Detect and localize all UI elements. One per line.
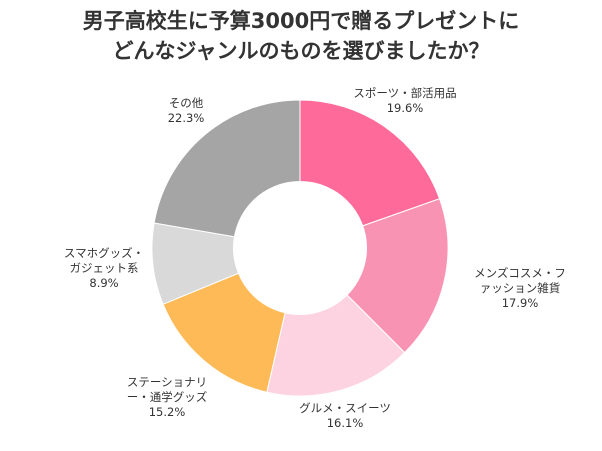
slice-label-mens-cosme: メンズコスメ・フ ァッション雑貨 17.9%: [454, 266, 586, 311]
donut-hole: [233, 181, 367, 315]
slice-label-gourmet-text: グルメ・スイーツ: [299, 401, 391, 415]
slice-label-gadgets-value: 8.9%: [89, 276, 119, 290]
slice-label-mens-cosme-text-1: メンズコスメ・フ: [474, 266, 566, 280]
slice-label-stationery-text-2: ー・通学グッズ: [126, 390, 208, 404]
chart-title: 男子高校生に予算3000円で贈るプレゼントに どんなジャンルのものを選びましたか…: [0, 6, 602, 66]
slice-label-mens-cosme-value: 17.9%: [501, 296, 539, 310]
slice-label-other-text: その他: [168, 96, 204, 110]
chart-title-line2: どんなジャンルのものを選びましたか？: [112, 39, 490, 63]
slice-label-sports-value: 19.6%: [386, 101, 424, 115]
slice-label-gourmet-value: 16.1%: [326, 416, 364, 430]
slice-label-gadgets-text-2: ガジェット系: [69, 261, 139, 275]
slice-label-gadgets: スマホグッズ・ ガジェット系 8.9%: [46, 246, 162, 291]
slice-label-gadgets-text-1: スマホグッズ・: [63, 246, 145, 260]
slice-label-gourmet: グルメ・スイーツ 16.1%: [280, 401, 410, 431]
slice-label-stationery-text-1: ステーショナリ: [126, 375, 208, 389]
slice-label-other: その他 22.3%: [146, 96, 226, 126]
slice-label-other-value: 22.3%: [167, 111, 205, 125]
slice-label-sports: スポーツ・部活用品 19.6%: [330, 86, 480, 116]
slice-label-stationery-value: 15.2%: [148, 405, 186, 419]
slice-label-stationery: ステーショナリ ー・通学グッズ 15.2%: [108, 375, 226, 420]
slice-label-mens-cosme-text-2: ァッション雑貨: [479, 281, 561, 295]
slice-label-sports-text: スポーツ・部活用品: [353, 86, 457, 100]
chart-title-line1: 男子高校生に予算3000円で贈るプレゼントに: [82, 9, 520, 33]
